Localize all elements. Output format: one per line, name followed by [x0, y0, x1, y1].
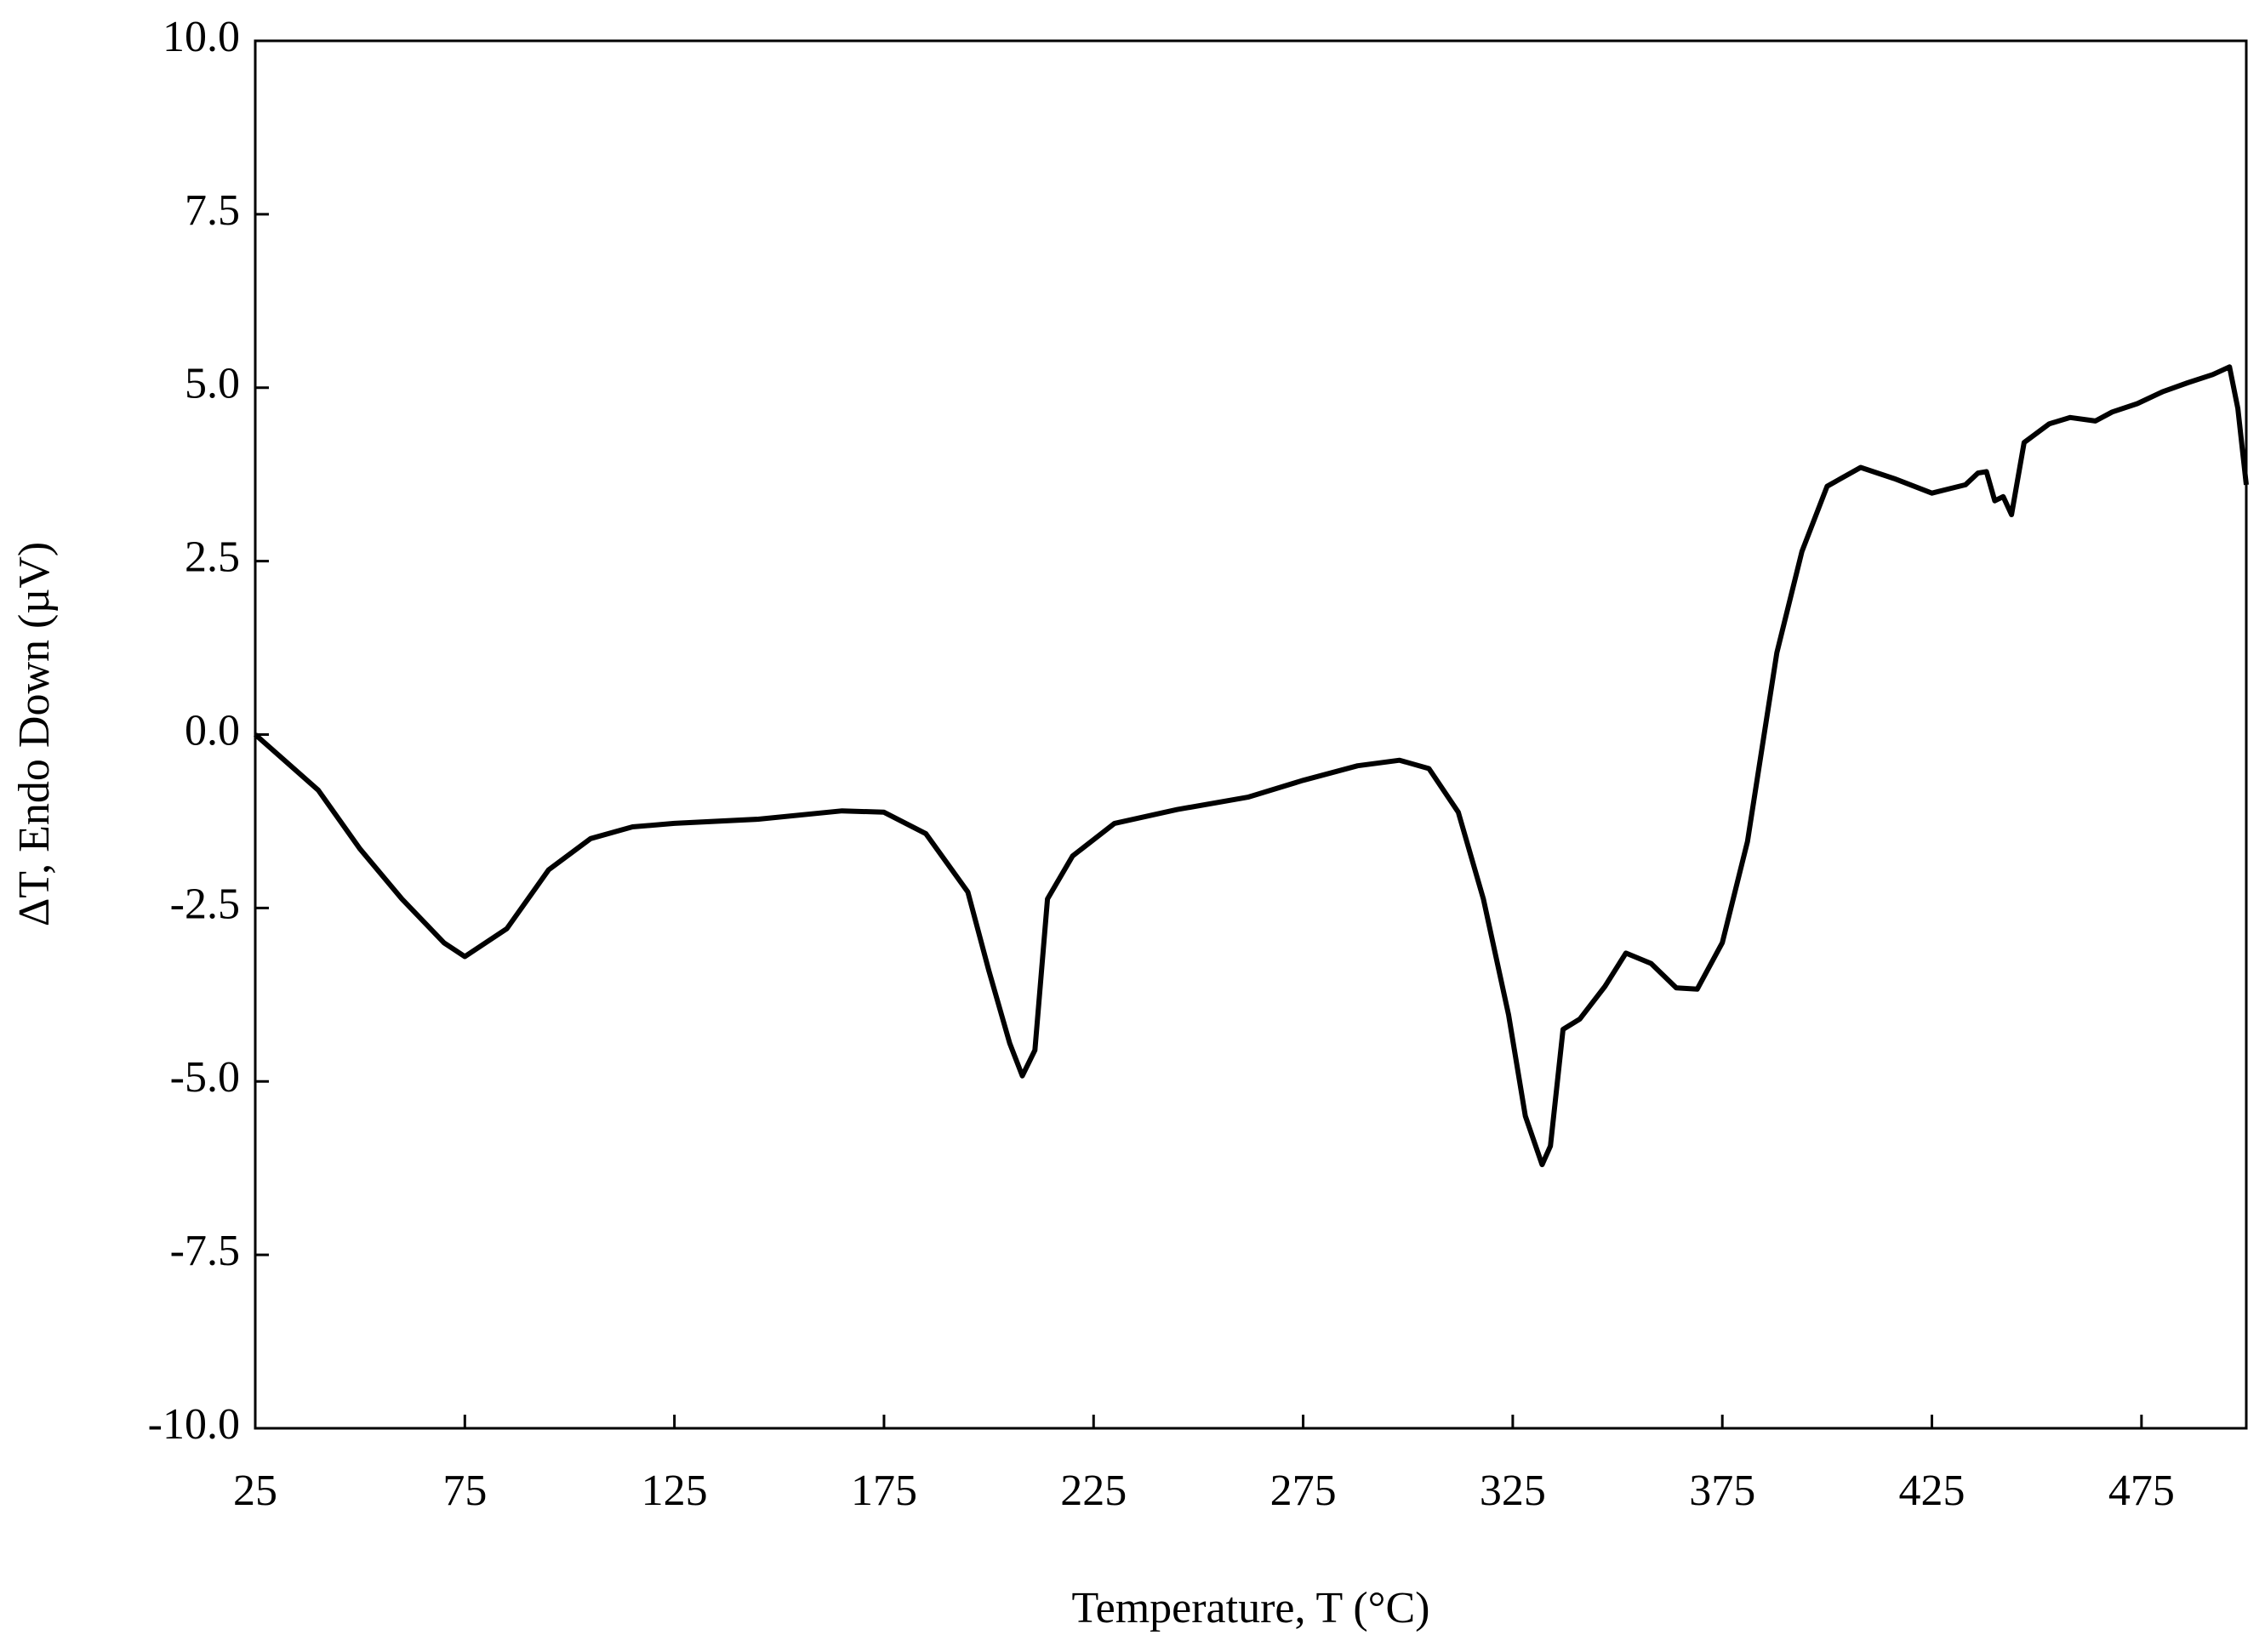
x-tick-label: 425 [1899, 1467, 1965, 1515]
y-tick-label: -7.5 [170, 1227, 240, 1275]
x-tick-label: 75 [442, 1467, 487, 1515]
y-tick-label: 0.0 [185, 706, 240, 755]
y-tick-label: 2.5 [185, 533, 240, 582]
x-tick-label: 125 [642, 1467, 708, 1515]
data-line [254, 364, 2249, 1168]
y-tick-label: 7.5 [185, 186, 240, 235]
x-tick-label: 375 [1689, 1467, 1755, 1515]
y-axis-label: ΔT, Endo Down (µV) [10, 542, 59, 926]
x-tick-label: 275 [1270, 1467, 1337, 1515]
x-tick-label: 25 [233, 1467, 277, 1515]
x-tick-label: 325 [1480, 1467, 1546, 1515]
x-tick-label: 475 [2108, 1467, 2175, 1515]
y-tick-label: 10.0 [163, 13, 240, 61]
plot-frame [254, 39, 2248, 1430]
x-tick-label: 175 [851, 1467, 917, 1515]
y-tick-label: -5.0 [170, 1053, 240, 1102]
x-axis-label: Temperature, T (°C) [1072, 1584, 1430, 1632]
y-tick-label: 5.0 [185, 360, 240, 408]
y-tick-label: -10.0 [148, 1400, 240, 1449]
x-tick-label: 225 [1060, 1467, 1127, 1515]
y-tick-label: -2.5 [170, 880, 240, 928]
